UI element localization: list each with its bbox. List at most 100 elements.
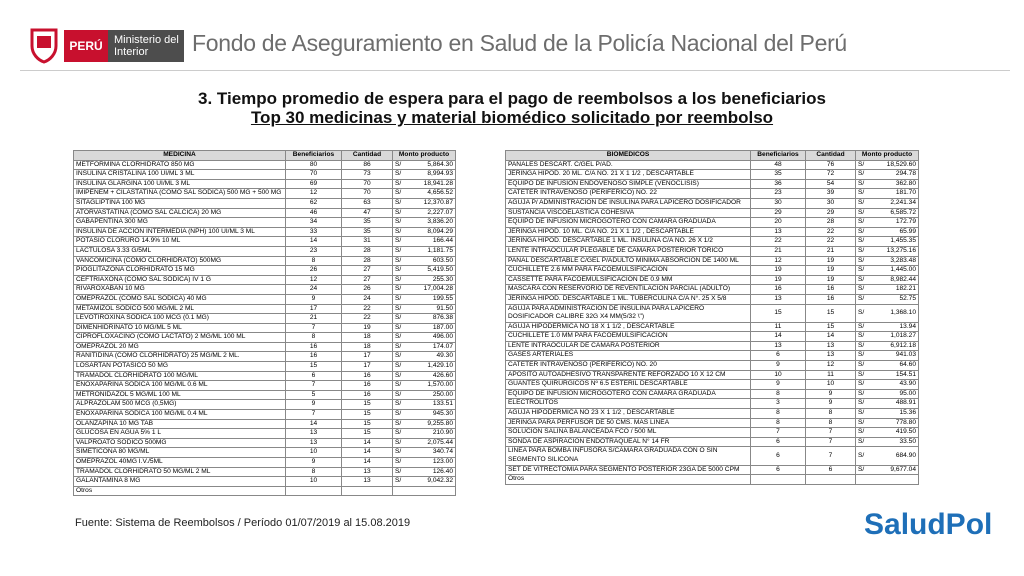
table-cell: S/ [855, 159, 874, 171]
table-cell: 22 [805, 226, 856, 238]
table-row: JERINGA PARA PERFUSOR DE 50 CMS. MAS LIN… [505, 417, 920, 429]
table-cell: 12,370.87 [406, 197, 457, 209]
table-cell: 13 [750, 340, 806, 352]
table-cell: 172.79 [873, 217, 920, 228]
table-cell: 72 [805, 169, 856, 180]
header-cell: MEDICINA [73, 150, 286, 161]
table-cell: S/ [392, 245, 407, 257]
table-cell: CATETER INTRAVENOSO (PERIFERICO) NO. 22 [505, 188, 751, 199]
table-cell: JERINGA HIPOD. DESCARTABLE 1 ML. TUBERCU… [505, 293, 751, 305]
table-cell: 35 [750, 169, 806, 180]
table-row: CUCHILLETE 1.0 MM PARA FACOEMULSIFICACIO… [505, 331, 920, 342]
slide-title: 3. Tiempo promedio de espera para el pag… [198, 89, 826, 108]
table-cell: EQUIPO DE INFUSION ENDOVENOSO SIMPLE (VE… [505, 178, 751, 190]
table-cell: TRAMADOL CLORHIDRATO 100 MG/ML [73, 370, 286, 382]
table-cell: 18,529.60 [873, 159, 920, 171]
table-cell: S/ [855, 321, 874, 333]
table-cell: 10 [750, 369, 806, 381]
table-cell: 39 [805, 188, 856, 199]
table-cell: S/ [392, 313, 407, 324]
table-cell: 17 [341, 351, 393, 363]
table-cell: 210.90 [406, 428, 457, 439]
header-cell: Monto producto [391, 150, 457, 161]
table-cell: SUSTANCIA VISCOELASTICA COHESIVA [505, 207, 751, 219]
table-cell: 22 [341, 303, 393, 315]
table-cell: 65.99 [873, 226, 920, 238]
table-cell: S/ [855, 427, 874, 438]
table-cell: LEVOTIROXINA SODICA 100 MCG (0.1 MG) [73, 313, 286, 324]
table-cell: S/ [855, 265, 874, 276]
table-cell: S/ [392, 389, 407, 401]
table-cell: EQUIPO DE INFUSION MICROGOTERO CON CAMAR… [505, 217, 751, 228]
table-cell: 8 [750, 408, 806, 419]
crest-icon [30, 28, 58, 64]
table-cell: VANCOMICINA (COMO CLORHIDRATO) 500MG [73, 255, 286, 267]
table-cell: 3 [750, 398, 806, 410]
table-cell: 6 [805, 464, 856, 476]
table-cell: Otros [73, 485, 286, 497]
table-cell: S/ [392, 428, 407, 439]
table-row: METRONIDAZOL 5 MG/ML 100 ML 5 16 S/250.00 [73, 389, 457, 401]
table-cell: 15 [805, 321, 856, 333]
table-cell: S/ [392, 293, 407, 305]
table-cell: 294.78 [873, 169, 920, 180]
table-cell: 13 [750, 293, 806, 305]
table-cell: 48 [750, 159, 806, 171]
table-row: IMIPENEM + CILASTATINA (COMO SAL SÓDICA)… [73, 188, 457, 199]
table-cell: S/ [392, 437, 407, 449]
table-cell: 7 [805, 446, 856, 466]
header-rule [20, 70, 1010, 71]
table-cell: 154.51 [873, 369, 920, 381]
table-row: INSULINA DE ACCION INTERMEDIA (NPH) 100 … [73, 226, 457, 238]
table-row: SET DE VITRECTOMIA PARA SEGMENTO POSTERI… [505, 464, 920, 476]
table-cell: 17,004.28 [406, 284, 457, 295]
table-cell: 54 [805, 178, 856, 190]
table-cell: 1,455.35 [873, 236, 920, 247]
table-row: JERINGA HIPOD. DESCARTABLE 1 ML. TUBERCU… [505, 293, 920, 305]
table-cell: S/ [855, 255, 874, 267]
table-cell: ALPRAZOLAM 500 MCG (0,5MG) [73, 399, 286, 411]
table-cell: AGUJA HIPODERMICA NO 18 X 1 1/2 , DESCAR… [505, 321, 751, 333]
table-cell: 27 [341, 274, 393, 286]
table-row: CATETER INTRAVENOSO (PERIFERICO) NO. 22 2… [505, 188, 920, 199]
table-cell: AGUJA HIPODERMICA NO 23 X 1 1/2 , DESCAR… [505, 408, 751, 419]
table-row: AGUJA PARA ADMINISTRACION DE INSULINA PA… [505, 303, 920, 323]
table-cell: 7 [805, 427, 856, 438]
table-cell: S/ [855, 303, 874, 323]
table-cell: 18 [341, 332, 393, 343]
table-cell: POTASIO CLORURO 14.9% 10 ML [73, 236, 286, 247]
table-cell: 95.00 [873, 388, 920, 400]
table-cell: 19 [805, 255, 856, 267]
table-cell: S/ [392, 178, 407, 190]
table-cell: S/ [392, 169, 407, 180]
empty-cell [341, 485, 393, 497]
table-cell: 18 [341, 341, 393, 353]
table-cell: S/ [855, 236, 874, 247]
table-cell: S/ [392, 274, 407, 286]
table-cell: 13.94 [873, 321, 920, 333]
empty-cell [873, 474, 920, 485]
table-cell: S/ [392, 303, 407, 315]
table-row: METFORMINA CLORHIDRATO 850 MG 80 86 S/5,864… [73, 159, 457, 171]
table-cell: GLUCOSA EN AGUA 5% 1 L [73, 428, 286, 439]
table-row: METAMIZOL SODICO 500 MG/ML 2 ML 17 22 S/91.… [73, 303, 457, 315]
header-cell: Monto producto [854, 150, 920, 161]
table-cell: 10 [285, 476, 342, 487]
table-cell: INSULINA GLARGINA 100 UI/ML 3 ML [73, 178, 286, 190]
table-row: OMEPRAZOL 20 MG 16 18 S/174.07 [73, 341, 457, 353]
table-cell: 5,864.30 [406, 159, 457, 171]
medicine-table: MEDICINA Beneficiarios Cantidad Monto produ… [73, 150, 457, 497]
table-cell: 9 [750, 360, 806, 371]
table-cell: LACTULOSA 3.33 G/5ML [73, 245, 286, 257]
table-row: SIMETICONA 80 MG/ML 10 14 S/340.74 [73, 447, 457, 458]
table-cell: 19 [750, 265, 806, 276]
table-cell: 20 [750, 217, 806, 228]
table-cell: 876.38 [406, 313, 457, 324]
table-cell: INSULINA DE ACCION INTERMEDIA (NPH) 100 … [73, 226, 286, 238]
table-cell: 9 [750, 379, 806, 390]
table-cell: 9 [285, 399, 342, 411]
table-cell: CEFTRIAXONA (COMO SAL SÓDICA) IV 1 G [73, 274, 286, 286]
table-cell: 10 [285, 447, 342, 458]
table-cell: ENOXAPARINA SODICA 100 MG/ML 0.6 ML [73, 380, 286, 391]
